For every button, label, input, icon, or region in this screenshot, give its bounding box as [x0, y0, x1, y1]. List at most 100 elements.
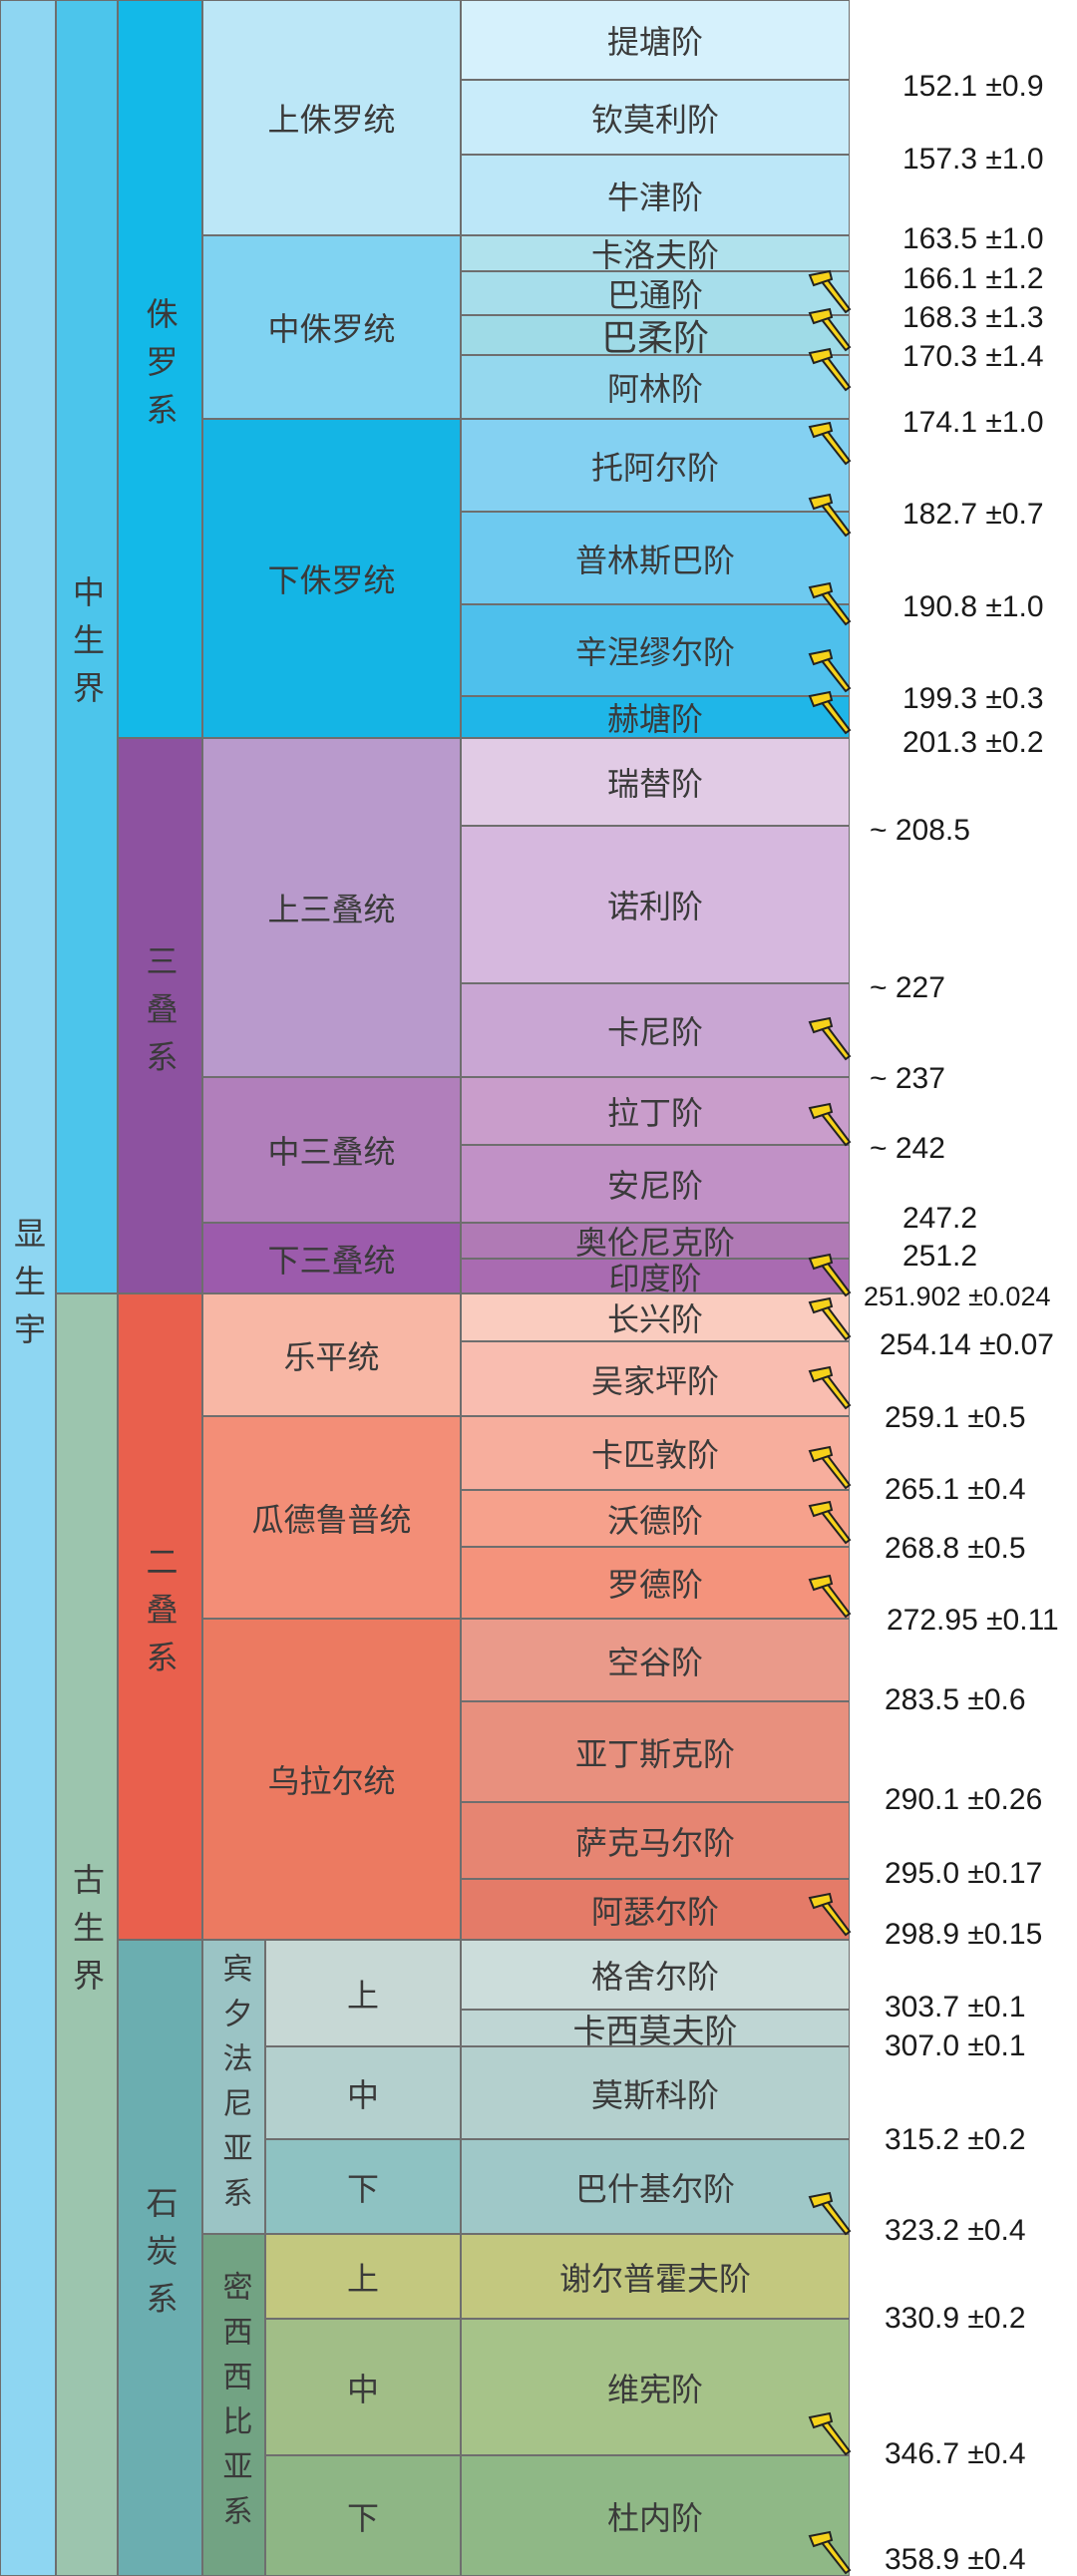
- series-4-label: 中三叠统: [267, 1133, 396, 1171]
- stage-15: 安尼阶: [461, 1145, 850, 1223]
- stage-14-label: 拉丁阶: [606, 1094, 703, 1132]
- series-6-label: 乐平统: [283, 1337, 380, 1376]
- series-13: 中: [265, 2319, 461, 2455]
- stage-13-label: 卡尼阶: [606, 1013, 703, 1051]
- series-1: 中侏罗统: [202, 235, 461, 419]
- stage-33-label: 杜内阶: [606, 2498, 703, 2537]
- stage-23: 空谷阶: [461, 1619, 850, 1701]
- stage-25-label: 萨克马尔阶: [574, 1823, 735, 1862]
- age-label: 307.0 ±0.1: [885, 2029, 1026, 2062]
- golden-spike-icon: [808, 1445, 852, 1490]
- golden-spike-icon: [808, 307, 852, 352]
- stage-3: 卡洛夫阶: [461, 235, 850, 271]
- stage-11-label: 瑞替阶: [606, 765, 703, 803]
- stage-0-label: 提塘阶: [606, 23, 703, 61]
- stage-24-label: 亚丁斯克阶: [574, 1734, 735, 1773]
- age-label: ~ 237: [870, 1062, 945, 1095]
- stage-9-label: 辛涅缪尔阶: [574, 633, 735, 671]
- golden-spike-icon: [808, 581, 852, 626]
- series-10: 中: [265, 2046, 461, 2139]
- series-5-label: 下三叠统: [267, 1241, 396, 1280]
- stage-8-label: 普林斯巴阶: [574, 541, 735, 579]
- stage-25: 萨克马尔阶: [461, 1802, 850, 1879]
- age-label: 259.1 ±0.5: [885, 1401, 1026, 1434]
- age-label: 247.2: [902, 1202, 978, 1235]
- eon-phanerozoic-label: 显生宇: [9, 1216, 47, 1360]
- system-3: 石炭系: [118, 1940, 202, 2576]
- series-0-label: 上侏罗统: [267, 101, 396, 139]
- age-label: 251.902 ±0.024: [864, 1282, 1051, 1311]
- series-12-label: 上: [346, 2259, 379, 2298]
- series-14: 下: [265, 2455, 461, 2576]
- age-label: ~ 208.5: [870, 814, 970, 847]
- age-label: ~ 227: [870, 971, 945, 1004]
- stage-26: 阿瑟尔阶: [461, 1879, 850, 1940]
- stage-15-label: 安尼阶: [606, 1167, 703, 1205]
- age-label: 170.3 ±1.4: [902, 340, 1044, 373]
- stage-0: 提塘阶: [461, 0, 850, 80]
- system-3-label: 石炭系: [141, 2186, 180, 2330]
- age-label: 295.0 ±0.17: [885, 1857, 1043, 1890]
- stage-2-label: 牛津阶: [606, 178, 703, 216]
- stage-29: 莫斯科阶: [461, 2046, 850, 2139]
- age-label: 283.5 ±0.6: [885, 1683, 1026, 1716]
- series-1-label: 中侏罗统: [267, 310, 396, 348]
- stage-1: 钦莫利阶: [461, 80, 850, 155]
- stage-14: 拉丁阶: [461, 1077, 850, 1145]
- stage-31-label: 谢尔普霍夫阶: [558, 2259, 751, 2298]
- stage-6-label: 阿林阶: [606, 370, 703, 408]
- stage-27-label: 格舍尔阶: [590, 1958, 719, 1996]
- series-2: 下侏罗统: [202, 419, 461, 738]
- stage-26-label: 阿瑟尔阶: [590, 1892, 719, 1931]
- system-2: 二叠系: [118, 1293, 202, 1940]
- system-2-label: 二叠系: [141, 1545, 180, 1688]
- age-label: 303.7 ±0.1: [885, 1991, 1026, 2024]
- subsystem-0: 宾夕法尼亚系: [202, 1940, 265, 2234]
- subsystem-1-label: 密西西比亚系: [216, 2270, 252, 2540]
- subsystem-0-label: 宾夕法尼亚系: [216, 1952, 252, 2222]
- age-label: 298.9 ±0.15: [885, 1918, 1043, 1951]
- series-3: 上三叠统: [202, 738, 461, 1077]
- subsystem-1: 密西西比亚系: [202, 2234, 265, 2576]
- age-label: 346.7 ±0.4: [885, 2437, 1026, 2470]
- stage-21-label: 沃德阶: [606, 1501, 703, 1540]
- stage-30-label: 巴什基尔阶: [574, 2169, 735, 2208]
- stage-6: 阿林阶: [461, 355, 850, 419]
- stage-22: 罗德阶: [461, 1547, 850, 1619]
- golden-spike-icon: [808, 690, 852, 735]
- age-label: 358.9 ±0.4: [885, 2543, 1026, 2576]
- system-0-label: 侏罗系: [141, 297, 180, 441]
- eon-phanerozoic: 显生宇: [0, 0, 56, 2576]
- stage-3-label: 卡洛夫阶: [590, 236, 719, 271]
- age-label: 323.2 ±0.4: [885, 2214, 1026, 2247]
- series-7: 瓜德鲁普统: [202, 1416, 461, 1619]
- age-label: 251.2: [902, 1240, 978, 1273]
- golden-spike-icon: [808, 2191, 852, 2236]
- golden-spike-icon: [808, 1892, 852, 1937]
- stage-11: 瑞替阶: [461, 738, 850, 826]
- age-label: 199.3 ±0.3: [902, 682, 1044, 715]
- series-3-label: 上三叠统: [267, 891, 396, 928]
- stage-7-label: 托阿尔阶: [590, 448, 719, 487]
- stage-19-label: 吴家坪阶: [590, 1361, 719, 1400]
- age-label: ~ 242: [870, 1132, 945, 1165]
- golden-spike-icon: [808, 347, 852, 392]
- stage-1-label: 钦莫利阶: [590, 100, 719, 139]
- age-label: 254.14 ±0.07: [880, 1328, 1054, 1361]
- stage-28-label: 卡西莫夫阶: [572, 2011, 738, 2046]
- system-0: 侏罗系: [118, 0, 202, 738]
- golden-spike-icon: [808, 2530, 852, 2575]
- stage-13: 卡尼阶: [461, 983, 850, 1077]
- stage-9: 辛涅缪尔阶: [461, 604, 850, 696]
- stage-33: 杜内阶: [461, 2455, 850, 2576]
- series-9: 上: [265, 1940, 461, 2046]
- golden-spike-icon: [808, 648, 852, 693]
- series-4: 中三叠统: [202, 1077, 461, 1223]
- series-14-label: 下: [346, 2498, 379, 2537]
- stage-19: 吴家坪阶: [461, 1341, 850, 1416]
- stage-4: 巴通阶: [461, 271, 850, 315]
- age-label: 152.1 ±0.9: [902, 70, 1044, 103]
- age-label: 182.7 ±0.7: [902, 498, 1044, 531]
- stage-16: 奥伦尼克阶: [461, 1223, 850, 1259]
